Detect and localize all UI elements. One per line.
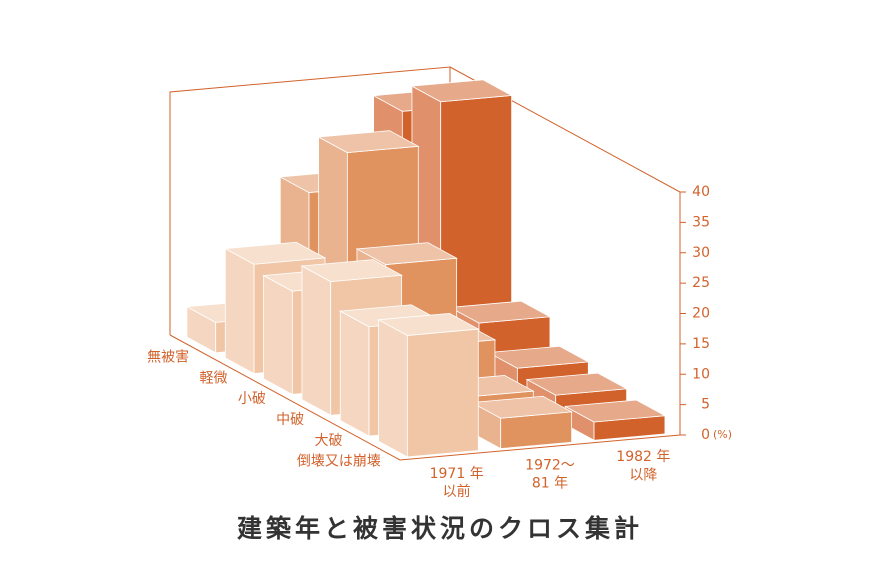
y-tick-label: 30 bbox=[692, 245, 710, 261]
bar-left bbox=[263, 274, 293, 396]
y-unit: (%) bbox=[713, 428, 732, 441]
y-tick-label: 15 bbox=[692, 336, 710, 352]
y-tick-label: 0 bbox=[701, 427, 710, 443]
category-label: 大破 bbox=[315, 433, 343, 449]
category-label: 中破 bbox=[276, 412, 304, 428]
bar-front bbox=[406, 328, 479, 458]
bar-top bbox=[487, 345, 590, 369]
bar-top bbox=[448, 300, 552, 324]
y-tick-label: 5 bbox=[701, 397, 710, 413]
series-label: 1982 年以降 bbox=[616, 449, 670, 483]
category-label: 倒壊又は崩壊 bbox=[297, 454, 381, 470]
bar-left bbox=[339, 310, 370, 437]
bar-top bbox=[525, 372, 628, 396]
bar-top bbox=[563, 399, 667, 423]
bar-top bbox=[470, 395, 573, 419]
chart-title: 建築年と被害状況のクロス集計 bbox=[237, 514, 643, 543]
y-tick-label: 40 bbox=[692, 184, 710, 200]
bar-left bbox=[224, 247, 255, 375]
category-label: 軽微 bbox=[200, 370, 228, 386]
bar-left bbox=[378, 319, 408, 458]
bar bbox=[470, 395, 573, 450]
series-label: 1971 年以前 bbox=[430, 466, 484, 500]
y-tick-label: 10 bbox=[692, 366, 710, 382]
bar-top bbox=[410, 79, 513, 103]
category-label: 小破 bbox=[238, 391, 266, 407]
y-tick-label: 35 bbox=[692, 214, 710, 230]
bar-top bbox=[317, 130, 420, 154]
category-label: 無被害 bbox=[147, 349, 189, 365]
bar-top bbox=[223, 241, 327, 265]
bar-left bbox=[301, 265, 332, 416]
bar-top bbox=[355, 242, 458, 265]
bar-top bbox=[377, 313, 480, 336]
bar bbox=[563, 399, 667, 441]
y-tick-label: 20 bbox=[692, 306, 710, 322]
bar bbox=[377, 313, 480, 458]
series-label: 1972～ 81 年 bbox=[525, 458, 575, 492]
y-tick-label: 25 bbox=[692, 275, 710, 291]
bar-top bbox=[300, 259, 403, 283]
